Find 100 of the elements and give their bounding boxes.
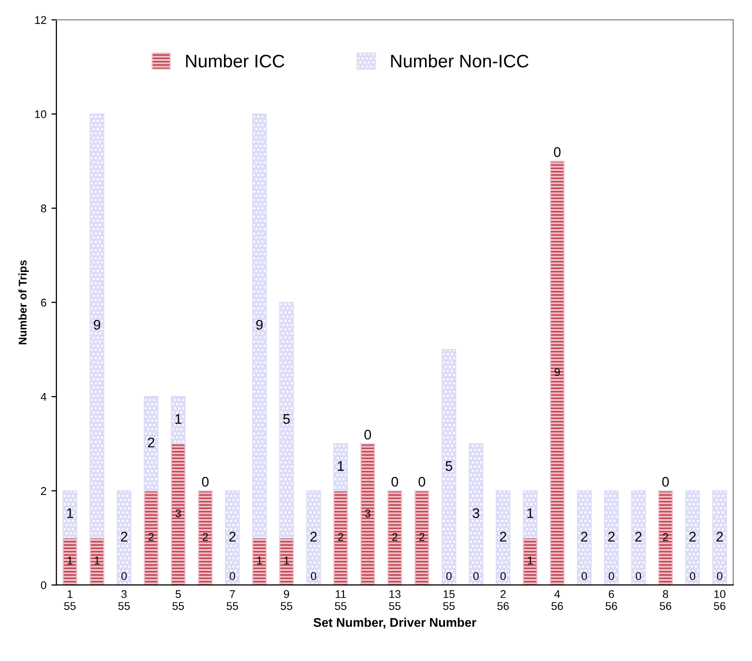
x-tick-label: 11 55 [334, 590, 346, 610]
y-axis-title: Number of Trips [18, 260, 29, 344]
bar [90, 113, 104, 538]
bar [116, 490, 132, 585]
x-tick-label: 10 56 [714, 590, 726, 610]
bar [279, 302, 294, 538]
data-label: 2 [689, 532, 696, 542]
bar [414, 490, 430, 585]
bar [333, 490, 348, 585]
data-label: 2 [608, 532, 615, 542]
x-tick-label: 4 56 [552, 590, 563, 610]
bar [62, 537, 78, 585]
data-label: 1 [94, 556, 100, 564]
bar [279, 537, 294, 585]
bar [144, 396, 158, 492]
data-label: 3 [472, 508, 480, 518]
bar [144, 490, 158, 585]
bar [387, 490, 402, 585]
data-label: 0 [608, 572, 614, 580]
data-label: 1 [68, 556, 72, 564]
data-label: 0 [364, 430, 372, 440]
y-tick-label: 12 [35, 16, 46, 24]
bar [252, 537, 267, 585]
bar [442, 348, 456, 585]
data-label: 0 [121, 572, 127, 580]
data-label: 0 [690, 572, 696, 580]
data-label: 9 [554, 368, 560, 376]
y-tick-label: 6 [41, 298, 46, 307]
y-tick-label: 8 [40, 204, 46, 212]
data-label: 2 [716, 532, 723, 542]
bar [225, 490, 240, 585]
bar [90, 537, 104, 585]
data-label: 0 [446, 572, 452, 580]
bar [658, 490, 673, 585]
bar [522, 490, 538, 538]
data-label: 2 [310, 532, 317, 542]
data-label: 2 [120, 532, 128, 542]
y-tick-label: 0 [40, 581, 46, 590]
data-label: 1 [284, 556, 290, 564]
data-label: 0 [582, 572, 587, 580]
data-label: 2 [419, 533, 424, 541]
data-label: 1 [175, 414, 182, 424]
data-label: 5 [283, 414, 290, 424]
x-tick-label: 8 56 [660, 590, 672, 610]
bar [685, 490, 700, 585]
legend-label: Number ICC [186, 54, 284, 68]
data-label: 0 [310, 572, 316, 580]
data-label: 2 [148, 533, 154, 541]
data-label: 2 [148, 438, 154, 448]
data-label: 1 [528, 556, 533, 564]
data-label: 2 [500, 532, 506, 542]
y-tick-label: 4 [40, 392, 46, 401]
data-label: 1 [67, 508, 74, 518]
bar [360, 443, 376, 585]
bar [198, 490, 213, 585]
x-tick-label: 13 55 [389, 590, 401, 610]
bar [496, 490, 510, 585]
bar [550, 160, 565, 585]
data-label: 0 [473, 572, 479, 580]
bar [522, 537, 538, 585]
data-label: 0 [554, 147, 561, 157]
data-label: 2 [635, 532, 642, 542]
y-tick-label: 10 [35, 110, 46, 118]
bar [306, 490, 321, 585]
data-label: 2 [202, 533, 208, 541]
x-tick-label: 5 55 [172, 590, 184, 610]
data-label: 2 [662, 533, 668, 541]
data-label: 0 [202, 476, 209, 487]
x-tick-label: 9 55 [280, 590, 292, 610]
x-axis-title: Set Number, Driver Number [314, 618, 476, 629]
data-label: 5 [446, 461, 452, 471]
bar [631, 490, 646, 585]
data-label: 2 [581, 532, 588, 542]
data-label: 9 [94, 320, 100, 330]
bar [468, 443, 484, 585]
x-tick-label: 15 55 [443, 590, 455, 610]
data-label: 0 [418, 476, 426, 487]
bar [62, 490, 78, 538]
data-label: 0 [636, 572, 642, 580]
bar [576, 490, 592, 585]
data-label: 1 [527, 508, 534, 518]
data-label: 0 [717, 572, 722, 580]
x-tick-label: 7 55 [226, 590, 238, 610]
data-label: 2 [338, 533, 344, 541]
legend-label: Number Non-ICC [391, 54, 528, 68]
data-label: 2 [392, 533, 398, 541]
data-label: 0 [230, 572, 236, 580]
data-label: 3 [176, 509, 181, 518]
data-label: 0 [391, 476, 398, 487]
x-tick-label: 3 55 [118, 590, 130, 610]
bar [252, 113, 267, 538]
data-label: 0 [500, 572, 506, 580]
y-tick-label: 2 [41, 487, 46, 495]
bar [604, 490, 619, 585]
x-tick-label: 1 55 [64, 590, 76, 610]
x-tick-label: 6 56 [606, 590, 618, 610]
data-label: 9 [256, 320, 263, 330]
data-label: 2 [229, 532, 236, 542]
data-label: 0 [662, 476, 669, 487]
data-label: 1 [338, 461, 344, 471]
